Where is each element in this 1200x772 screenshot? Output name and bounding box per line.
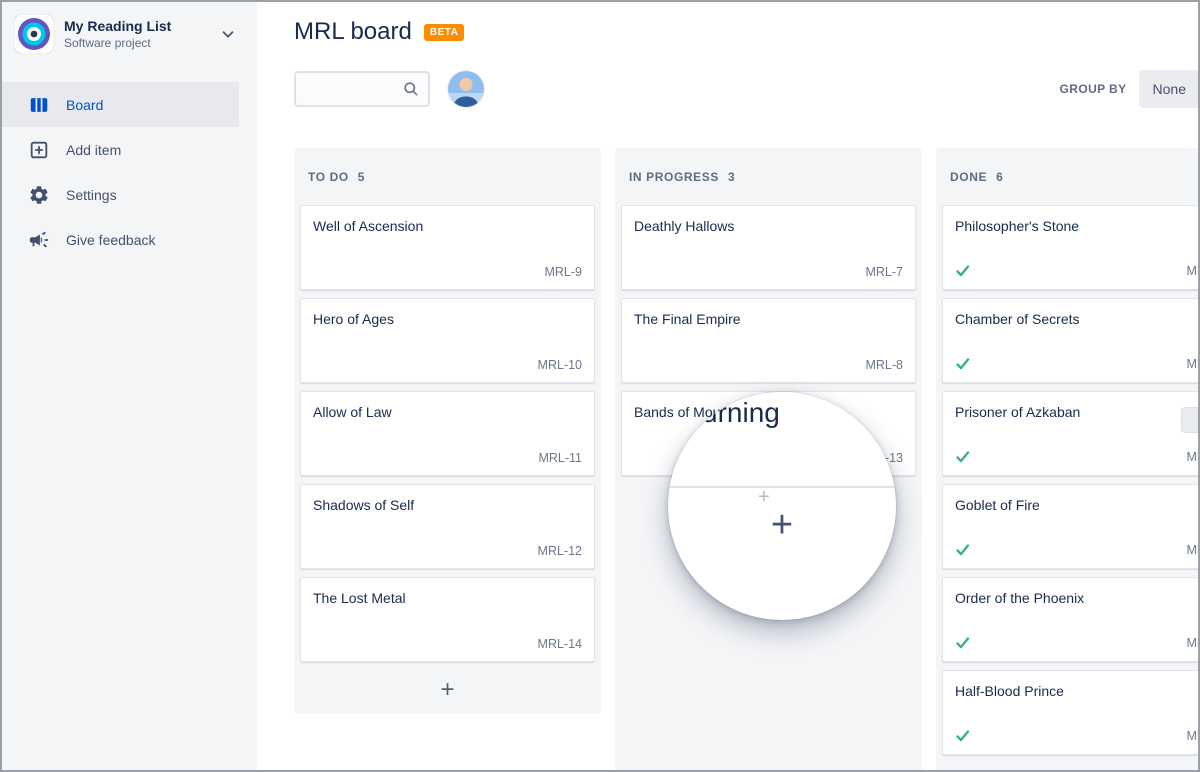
card[interactable]: Philosopher's Stone MRL-1 [942, 205, 1198, 290]
column-name: IN PROGRESS [629, 170, 719, 184]
card-key: MRL-8 [865, 358, 903, 372]
sidebar-item-settings[interactable]: Settings [2, 172, 239, 217]
card[interactable]: Goblet of Fire MRL-4 [942, 484, 1198, 569]
group-by-label: GROUP BY [1059, 82, 1127, 96]
column-done: DONE 6 Philosopher's Stone MRL-1 Chamber… [936, 148, 1198, 770]
card-list: Well of Ascension MRL-9 Hero of Ages MRL… [294, 199, 601, 714]
add-card-button[interactable]: + [942, 763, 1198, 770]
column-header: TO DO 5 [294, 148, 601, 199]
zoom-bubble-card-edge: urning [668, 392, 896, 488]
add-item-icon [28, 139, 50, 161]
card-title: Goblet of Fire [955, 497, 1040, 513]
sidebar-item-label: Add item [66, 141, 122, 158]
project-type: Software project [64, 36, 151, 51]
card-key: MRL-9 [544, 265, 582, 279]
project-meta: My Reading List Software project [64, 18, 209, 51]
card-key: MRL-12 [537, 544, 582, 558]
group-by-control: GROUP BY None [1059, 70, 1198, 108]
card[interactable]: Hero of Ages MRL-10 [300, 298, 595, 383]
card-key: MRL-2 [1186, 357, 1198, 371]
project-switcher[interactable]: My Reading List Software project [2, 12, 257, 66]
board-toolbar: GROUP BY None [294, 70, 1198, 108]
card-key: MRL-14 [537, 637, 582, 651]
column-count: 6 [996, 170, 1004, 184]
sidebar-item-label: Board [66, 96, 104, 113]
column-count: 5 [357, 170, 366, 184]
page-header: MRL board BETA [294, 16, 1198, 48]
column-name: DONE [950, 170, 988, 184]
add-card-button[interactable]: + [440, 676, 455, 703]
page-title: MRL board [294, 18, 412, 45]
column-todo: TO DO 5 Well of Ascension MRL-9 Hero of … [294, 148, 601, 714]
card[interactable]: Prisoner of Azkaban MRL-3 [942, 391, 1198, 476]
card-key: MRL-10 [537, 358, 582, 372]
card-title: Prisoner of Azkaban [955, 404, 1081, 420]
card-key: MRL-6 [1186, 729, 1198, 743]
user-avatar[interactable] [448, 71, 484, 107]
plus-icon: + [758, 486, 770, 508]
card[interactable]: Shadows of Self MRL-12 [300, 484, 595, 569]
card[interactable]: Chamber of Secrets MRL-2 [942, 298, 1198, 383]
card[interactable]: The Lost Metal MRL-14 [300, 577, 595, 662]
card[interactable]: Half-Blood Prince MRL-6 [942, 670, 1198, 755]
main-content: MRL board BETA [257, 2, 1198, 770]
card[interactable]: Deathly Hallows MRL-7 [621, 205, 916, 290]
card[interactable]: Allow of Law MRL-11 [300, 391, 595, 476]
search-icon [401, 79, 421, 99]
zoom-bubble-magnified-text: urning [702, 397, 780, 428]
card-key: MRL-4 [1186, 543, 1198, 557]
card-title: Well of Ascension [313, 218, 424, 234]
card-list: Philosopher's Stone MRL-1 Chamber of Sec… [936, 199, 1198, 770]
zoom-bubble: urning + + [668, 392, 896, 620]
project-name: My Reading List [64, 17, 172, 34]
sidebar-item-add-item[interactable]: Add item [2, 127, 239, 172]
sidebar-item-label: Settings [66, 186, 117, 203]
column-header: DONE 6 [936, 148, 1198, 199]
card-key: MRL-11 [538, 451, 582, 465]
done-check-icon [955, 356, 971, 372]
card-key: MRL-1 [1186, 264, 1198, 278]
card-key: MRL-7 [865, 265, 903, 279]
card[interactable]: The Final Empire MRL-8 [621, 298, 916, 383]
card-corner-button[interactable] [1181, 407, 1198, 433]
card-title: Allow of Law [313, 404, 392, 420]
megaphone-icon [28, 229, 50, 251]
sidebar-item-board[interactable]: Board [2, 82, 239, 127]
sidebar-item-label: Give feedback [66, 231, 156, 248]
project-avatar [13, 13, 55, 55]
card[interactable]: Well of Ascension MRL-9 [300, 205, 595, 290]
done-check-icon [955, 635, 971, 651]
board-icon [28, 94, 50, 116]
column-header: IN PROGRESS 3 [615, 148, 922, 199]
card-title: The Lost Metal [313, 590, 406, 606]
card-title: The Final Empire [634, 311, 741, 327]
column-count: 3 [727, 170, 736, 184]
card-title: Deathly Hallows [634, 218, 735, 234]
group-by-dropdown[interactable]: None [1138, 70, 1198, 108]
done-check-icon [955, 449, 971, 465]
card-title: Half-Blood Prince [955, 683, 1064, 699]
add-card-button-magnified[interactable]: + [770, 504, 794, 546]
card-title: Chamber of Secrets [955, 311, 1080, 327]
sidebar: My Reading List Software project Boar [2, 2, 257, 770]
done-check-icon [955, 728, 971, 744]
card-key: MRL-3 [1186, 450, 1198, 464]
chevron-down-icon[interactable] [219, 25, 237, 43]
sidebar-item-give-feedback[interactable]: Give feedback [2, 217, 239, 262]
search-box [294, 71, 430, 107]
sidebar-nav: Board Add item Settings [2, 82, 257, 262]
card-title: Order of the Phoenix [955, 590, 1085, 606]
card-title: Hero of Ages [313, 311, 394, 327]
card-title: Philosopher's Stone [955, 218, 1080, 234]
beta-badge: BETA [423, 23, 465, 41]
done-check-icon [955, 542, 971, 558]
card[interactable]: Order of the Phoenix MRL-5 [942, 577, 1198, 662]
gear-icon [28, 184, 50, 206]
column-name: TO DO [308, 170, 349, 184]
done-check-icon [955, 263, 971, 279]
group-by-value: None [1152, 81, 1186, 97]
card-title: Shadows of Self [313, 497, 415, 513]
card-key: MRL-5 [1186, 636, 1198, 650]
